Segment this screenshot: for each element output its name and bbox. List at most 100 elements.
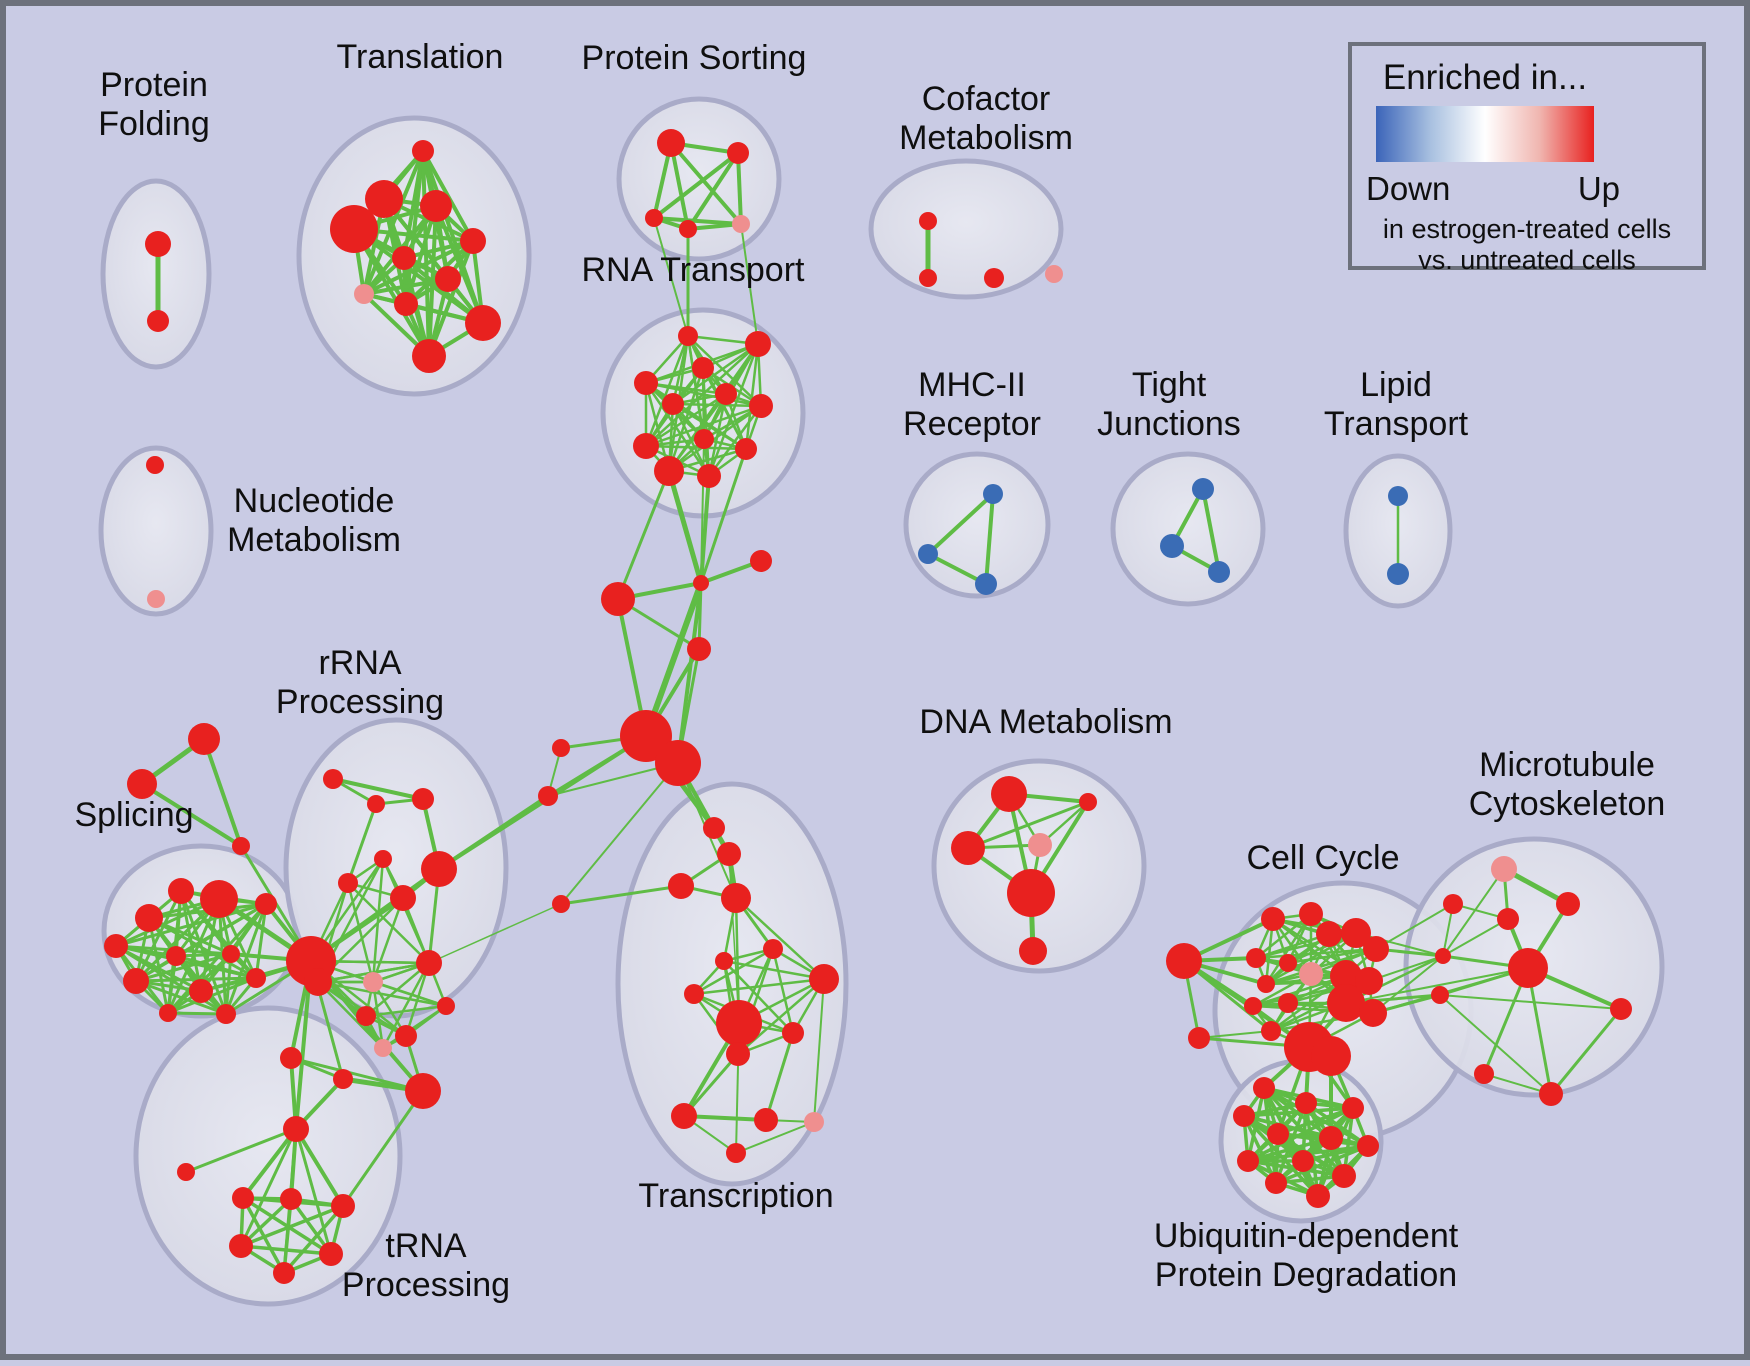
network-node[interactable]	[1341, 918, 1371, 948]
network-node[interactable]	[684, 984, 704, 1004]
network-node[interactable]	[147, 590, 165, 608]
network-node[interactable]	[216, 1004, 236, 1024]
network-node[interactable]	[763, 939, 783, 959]
network-node[interactable]	[717, 842, 741, 866]
network-node[interactable]	[273, 1262, 295, 1284]
network-node[interactable]	[633, 433, 659, 459]
network-node[interactable]	[232, 1187, 254, 1209]
network-node[interactable]	[726, 1042, 750, 1066]
network-node[interactable]	[726, 1143, 746, 1163]
network-node[interactable]	[715, 952, 733, 970]
network-node[interactable]	[654, 456, 684, 486]
network-node[interactable]	[655, 740, 701, 786]
network-node[interactable]	[552, 739, 570, 757]
network-node[interactable]	[374, 1039, 392, 1057]
network-node[interactable]	[984, 268, 1004, 288]
network-node[interactable]	[323, 769, 343, 789]
network-node[interactable]	[679, 220, 697, 238]
network-node[interactable]	[1357, 1135, 1379, 1157]
network-node[interactable]	[601, 582, 635, 616]
network-node[interactable]	[951, 831, 985, 865]
network-node[interactable]	[280, 1047, 302, 1069]
network-node[interactable]	[1539, 1082, 1563, 1106]
network-node[interactable]	[146, 456, 164, 474]
network-node[interactable]	[1292, 1150, 1314, 1172]
network-node[interactable]	[671, 1103, 697, 1129]
network-node[interactable]	[809, 964, 839, 994]
network-node[interactable]	[735, 438, 757, 460]
network-node[interactable]	[1359, 999, 1387, 1027]
network-node[interactable]	[1299, 962, 1323, 986]
network-node[interactable]	[991, 776, 1027, 812]
network-node[interactable]	[716, 1000, 762, 1046]
network-node[interactable]	[662, 393, 684, 415]
network-node[interactable]	[1246, 948, 1266, 968]
network-node[interactable]	[1497, 908, 1519, 930]
network-node[interactable]	[123, 968, 149, 994]
network-node[interactable]	[159, 1004, 177, 1022]
network-node[interactable]	[687, 637, 711, 661]
network-node[interactable]	[1387, 563, 1409, 585]
network-node[interactable]	[918, 544, 938, 564]
network-node[interactable]	[435, 266, 461, 292]
network-node[interactable]	[1279, 954, 1297, 972]
network-node[interactable]	[420, 190, 452, 222]
network-node[interactable]	[703, 817, 725, 839]
network-node[interactable]	[1363, 936, 1389, 962]
network-node[interactable]	[365, 180, 403, 218]
network-node[interactable]	[1508, 948, 1548, 988]
network-node[interactable]	[1278, 993, 1298, 1013]
network-node[interactable]	[1267, 1123, 1289, 1145]
network-node[interactable]	[1208, 561, 1230, 583]
network-node[interactable]	[147, 310, 169, 332]
network-node[interactable]	[333, 1069, 353, 1089]
network-node[interactable]	[694, 429, 714, 449]
network-node[interactable]	[782, 1022, 804, 1044]
network-node[interactable]	[331, 1194, 355, 1218]
network-node[interactable]	[1007, 869, 1055, 917]
network-node[interactable]	[1295, 1092, 1317, 1114]
network-node[interactable]	[1431, 986, 1449, 1004]
network-node[interactable]	[416, 950, 442, 976]
network-node[interactable]	[392, 246, 416, 270]
network-node[interactable]	[367, 795, 385, 813]
network-node[interactable]	[465, 305, 501, 341]
network-node[interactable]	[732, 215, 750, 233]
network-node[interactable]	[374, 850, 392, 868]
network-node[interactable]	[1045, 265, 1063, 283]
network-node[interactable]	[356, 1006, 376, 1026]
network-node[interactable]	[538, 786, 558, 806]
network-node[interactable]	[1491, 856, 1517, 882]
network-node[interactable]	[421, 851, 457, 887]
network-node[interactable]	[620, 710, 672, 762]
network-node[interactable]	[412, 339, 446, 373]
network-node[interactable]	[919, 269, 937, 287]
network-node[interactable]	[692, 357, 714, 379]
network-node[interactable]	[338, 873, 358, 893]
network-node[interactable]	[412, 788, 434, 810]
network-node[interactable]	[1244, 997, 1262, 1015]
network-node[interactable]	[1265, 1172, 1287, 1194]
network-node[interactable]	[1192, 478, 1214, 500]
network-node[interactable]	[319, 1242, 343, 1266]
network-node[interactable]	[1306, 1184, 1330, 1208]
network-node[interactable]	[200, 880, 238, 918]
network-node[interactable]	[715, 383, 737, 405]
network-node[interactable]	[1160, 534, 1184, 558]
network-node[interactable]	[104, 934, 128, 958]
network-node[interactable]	[283, 1116, 309, 1142]
network-node[interactable]	[1388, 486, 1408, 506]
network-node[interactable]	[668, 873, 694, 899]
network-node[interactable]	[1474, 1064, 1494, 1084]
network-node[interactable]	[1342, 1097, 1364, 1119]
network-node[interactable]	[394, 292, 418, 316]
network-node[interactable]	[1237, 1150, 1259, 1172]
network-node[interactable]	[1319, 1126, 1343, 1150]
network-node[interactable]	[1233, 1105, 1255, 1127]
network-node[interactable]	[1556, 892, 1580, 916]
network-node[interactable]	[1332, 1164, 1356, 1188]
network-node[interactable]	[1299, 902, 1323, 926]
network-node[interactable]	[1028, 833, 1052, 857]
network-node[interactable]	[188, 723, 220, 755]
network-node[interactable]	[721, 883, 751, 913]
